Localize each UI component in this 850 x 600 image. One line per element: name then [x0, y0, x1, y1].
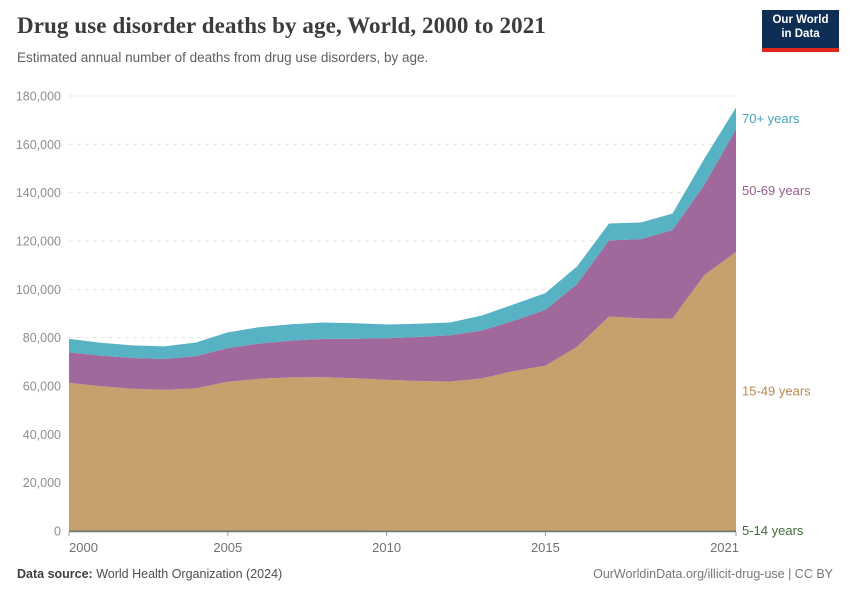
y-axis-tick-label: 40,000 [23, 428, 61, 442]
data-source-text: World Health Organization (2024) [92, 567, 283, 581]
data-source: Data source: World Health Organization (… [17, 567, 282, 581]
chart-footer: Data source: World Health Organization (… [17, 567, 833, 581]
chart-header: Drug use disorder deaths by age, World, … [17, 12, 750, 66]
series-label-50-69-years[interactable]: 50-69 years [742, 183, 811, 198]
x-axis-tick-label: 2010 [372, 540, 401, 555]
series-label-70-years[interactable]: 70+ years [742, 111, 800, 126]
y-axis-tick-label: 0 [54, 525, 61, 539]
area-15-49-years[interactable] [69, 252, 736, 531]
y-axis-tick-label: 140,000 [16, 186, 61, 200]
series-label-15-49-years[interactable]: 15-49 years [742, 384, 811, 399]
attribution-text: OurWorldinData.org/illicit-drug-use | CC… [593, 567, 833, 581]
owid-logo-line2: in Data [781, 27, 820, 40]
data-source-label: Data source: [17, 567, 93, 581]
series-label-5-14-years[interactable]: 5-14 years [742, 523, 804, 538]
y-axis-tick-label: 20,000 [23, 476, 61, 490]
x-axis-tick-label: 2021 [710, 540, 739, 555]
y-axis-tick-label: 160,000 [16, 138, 61, 152]
owid-logo[interactable]: Our World in Data [762, 10, 839, 52]
page-title: Drug use disorder deaths by age, World, … [17, 13, 546, 38]
x-axis-tick-label: 2015 [531, 540, 560, 555]
area-70-years[interactable] [69, 107, 736, 360]
y-axis-tick-label: 80,000 [23, 331, 61, 345]
y-axis-tick-label: 120,000 [16, 235, 61, 249]
y-axis-tick-label: 100,000 [16, 283, 61, 297]
y-axis-tick-label: 180,000 [16, 90, 61, 104]
x-axis-tick-label: 2000 [69, 540, 98, 555]
y-axis-tick-label: 60,000 [23, 380, 61, 394]
area-50-69-years[interactable] [69, 129, 736, 390]
page-subtitle: Estimated annual number of deaths from d… [17, 50, 429, 65]
owid-logo-line1: Our World [772, 14, 829, 26]
x-axis-tick-label: 2005 [213, 540, 242, 555]
